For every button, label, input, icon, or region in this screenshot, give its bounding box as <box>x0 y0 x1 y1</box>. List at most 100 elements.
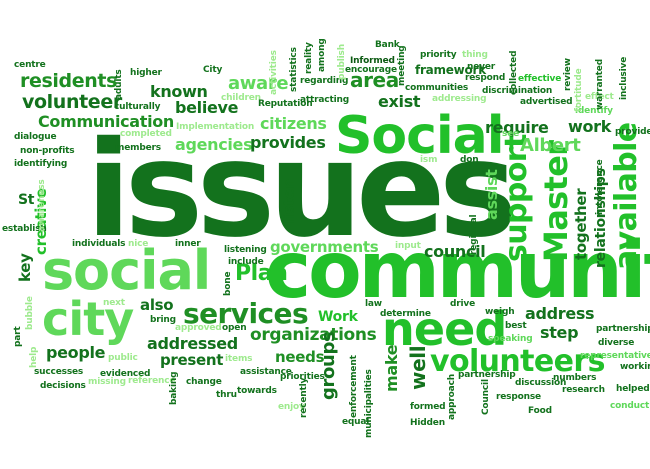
word-best: best <box>505 321 527 331</box>
word-bubble: bubble <box>25 296 35 330</box>
word-helped: helped <box>616 384 650 394</box>
word-fortitude: fortitude <box>574 68 584 112</box>
word-children: children <box>221 93 261 103</box>
word-social-large: Social <box>335 106 505 166</box>
word-reference: reference <box>128 376 176 386</box>
word-believe: believe <box>175 98 239 117</box>
word-issues: issues <box>86 113 517 267</box>
word-plan: Plan <box>235 261 288 286</box>
word-council: council <box>424 242 486 261</box>
word-informed: Informed <box>350 56 395 66</box>
word-determine: determine <box>380 309 431 319</box>
word-provides: provides <box>250 133 326 152</box>
word-public: public <box>108 353 138 363</box>
word-respond: respond <box>465 73 506 83</box>
word-partnerships: partnerships <box>596 324 650 334</box>
word-ism: ism <box>420 155 438 165</box>
word-towards: towards <box>237 386 277 396</box>
word-effective: effective <box>518 74 562 84</box>
word-exist: exist <box>378 92 421 111</box>
word-numbers: numbers <box>553 373 597 383</box>
word-help: help <box>29 346 39 368</box>
word-master: Master <box>537 140 575 262</box>
word-establish: establish <box>2 224 47 234</box>
word-input: input <box>395 241 421 251</box>
word-council-cap: Council <box>481 379 491 415</box>
word-residents: residents <box>20 70 118 92</box>
word-include: include <box>228 257 264 267</box>
word-aware: aware <box>228 73 289 94</box>
word-bank: Bank <box>375 40 400 50</box>
word-partnership: partnership <box>458 370 516 380</box>
word-reputation: Reputation <box>258 99 313 109</box>
word-encourage: encourage <box>345 65 397 75</box>
word-drive: drive <box>450 299 476 309</box>
word-enjoy: enjoy <box>278 402 305 412</box>
word-advertised: advertised <box>520 97 573 107</box>
word-activities: activities <box>269 50 279 95</box>
word-citizens: citizens <box>260 114 327 133</box>
word-known: known <box>150 82 208 101</box>
word-work-lower: work <box>568 117 612 136</box>
word-thing: thing <box>462 50 488 60</box>
word-identify: identify <box>575 106 613 116</box>
word-city: city <box>42 292 134 346</box>
word-identifying: identifying <box>14 159 68 169</box>
word-decisions: decisions <box>40 381 86 391</box>
word-working: working <box>620 362 650 372</box>
word-needs: needs <box>275 348 325 366</box>
word-priorities: priorities <box>280 372 325 382</box>
word-don: don <box>460 155 479 165</box>
word-conduct: conduct <box>610 401 650 411</box>
word-address: address <box>525 304 595 323</box>
word-formed: formed <box>410 402 446 412</box>
word-nice: nice <box>128 239 149 249</box>
word-effect: effect <box>585 92 614 102</box>
word-assistance: assistance <box>240 367 292 377</box>
word-weigh: weigh <box>485 307 515 317</box>
word-volunteer: volunteer <box>22 91 122 113</box>
word-provide: provide <box>615 127 650 137</box>
word-among: among <box>317 38 327 72</box>
word-priority: priority <box>420 50 457 60</box>
word-diverse: diverse <box>598 338 635 348</box>
word-dialogue: dialogue <box>14 132 57 142</box>
word-listen: listen <box>280 178 298 224</box>
word-agencies: agencies <box>175 135 253 154</box>
word-well: well <box>406 345 430 390</box>
word-nonprofits: non-profits <box>20 146 75 156</box>
word-available: available <box>609 122 644 270</box>
word-governments: governments <box>270 238 379 256</box>
word-higher: higher <box>130 68 162 78</box>
word-listening: listening <box>224 245 267 255</box>
word-bring: bring <box>150 315 176 325</box>
word-city-small: City <box>203 65 223 75</box>
word-awareness: awareness <box>37 179 47 232</box>
word-implementation: Implementation <box>176 122 255 132</box>
word-statistics: statistics <box>289 47 299 92</box>
word-collected: collected <box>509 50 519 95</box>
word-require: require <box>485 118 549 137</box>
word-centre: centre <box>14 60 46 70</box>
word-next: next <box>103 298 125 308</box>
word-baking: baking <box>169 371 179 405</box>
word-inclusive: inclusive <box>619 56 629 100</box>
word-evidenced: evidenced <box>100 369 151 379</box>
word-open: open <box>222 323 247 333</box>
word-social-small: social <box>42 239 211 302</box>
word-completed: completed <box>120 129 172 139</box>
word-response: response <box>496 392 541 402</box>
word-equal: equal <box>342 417 370 427</box>
word-see: see <box>502 129 520 139</box>
word-communication: Communication <box>38 112 174 131</box>
word-approach: approach <box>447 374 457 420</box>
word-need: need <box>382 302 507 356</box>
word-items: items <box>225 354 253 364</box>
word-addressing: addressing <box>432 94 487 104</box>
word-discussion: discussion <box>515 378 567 388</box>
word-never: never <box>467 62 496 72</box>
word-meeting: meeting <box>397 45 407 86</box>
word-intolerance: intolerance <box>595 159 605 215</box>
word-adults: adults <box>114 69 124 100</box>
